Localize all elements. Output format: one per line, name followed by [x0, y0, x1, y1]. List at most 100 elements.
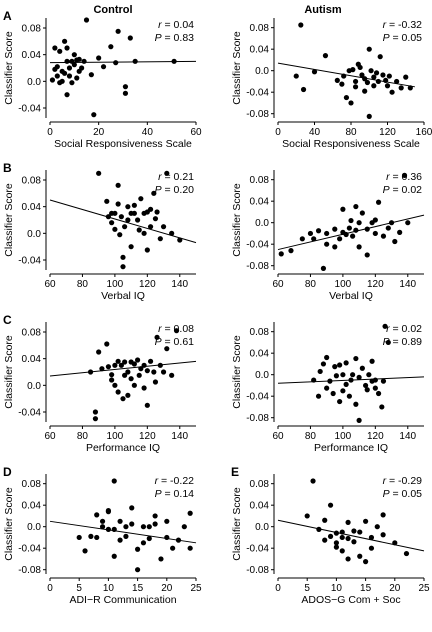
data-point — [181, 524, 187, 530]
x-tick-label: 0 — [275, 583, 281, 594]
data-point — [324, 241, 330, 247]
scatter-panel-4: -0.04 0.0 0.04 0.08 60 80 100 120 140 Performance… — [3, 313, 197, 454]
data-point — [49, 77, 56, 83]
data-point — [386, 73, 392, 79]
x-tick-label: 140 — [171, 279, 188, 290]
data-point — [364, 252, 370, 258]
y-tick-label: -0.08 — [246, 413, 269, 424]
y-tick-label: -0.04 — [18, 408, 41, 419]
data-point — [366, 113, 372, 119]
data-point — [315, 393, 322, 399]
data-point — [403, 550, 410, 557]
x-tick-label: 80 — [305, 279, 317, 290]
x-tick-label: 20 — [161, 583, 173, 594]
data-point — [322, 517, 328, 523]
data-point — [140, 540, 147, 546]
data-point — [380, 378, 387, 384]
data-point — [398, 85, 404, 91]
data-point — [157, 236, 163, 242]
data-point — [151, 190, 157, 196]
data-point — [105, 214, 111, 220]
x-tick-label: 0 — [47, 583, 53, 594]
data-point — [122, 372, 128, 378]
y-tick-label: -0.04 — [246, 544, 269, 555]
scatter-panel-3: -0.08 -0.04 0.0 0.04 0.08 60 80 100 120 140 Verbal… — [231, 170, 425, 302]
x-axis-label: ADOS−G Com + Soc — [301, 594, 400, 606]
data-point — [82, 548, 88, 554]
data-point — [128, 376, 134, 382]
data-point — [343, 360, 349, 366]
data-point — [125, 217, 131, 223]
data-point — [138, 196, 144, 202]
y-tick-label: 0.08 — [250, 175, 270, 186]
data-point — [66, 73, 73, 79]
data-point — [322, 53, 329, 59]
data-point — [125, 392, 131, 398]
data-point — [92, 409, 99, 415]
x-tick-label: 120 — [139, 279, 156, 290]
data-point — [332, 226, 338, 232]
y-tick-label: 0.04 — [22, 354, 42, 365]
data-point — [164, 518, 170, 524]
x-axis-label: ADI−R Communication — [69, 594, 176, 606]
data-point — [380, 512, 386, 518]
data-point — [332, 364, 338, 370]
data-point — [135, 357, 141, 363]
data-point — [340, 388, 346, 394]
data-point — [380, 233, 387, 239]
data-point — [311, 236, 317, 242]
data-point — [327, 533, 334, 539]
data-point — [169, 230, 175, 236]
data-point — [334, 77, 340, 83]
data-point — [164, 534, 170, 541]
data-point — [152, 521, 158, 527]
x-tick-label: 25 — [190, 583, 202, 594]
data-point — [94, 534, 100, 541]
x-tick-label: 80 — [305, 431, 317, 442]
x-tick-label: 80 — [77, 279, 89, 290]
data-point — [94, 512, 100, 518]
data-point — [356, 220, 362, 226]
data-point — [307, 230, 314, 237]
regression-line — [49, 199, 197, 244]
y-tick-label: 0.04 — [250, 349, 270, 360]
y-tick-label: -0.04 — [246, 88, 269, 99]
data-point — [96, 55, 102, 61]
data-point — [353, 227, 359, 233]
x-tick-label: 20 — [93, 127, 105, 138]
y-axis-label: Classifier Score — [3, 183, 15, 257]
data-point — [363, 559, 369, 565]
data-point — [368, 534, 375, 541]
data-point — [372, 377, 378, 383]
data-point — [350, 372, 356, 378]
column-title-control: Control — [93, 4, 132, 16]
panel-letter: C — [3, 313, 12, 327]
data-point — [380, 72, 386, 78]
data-point — [151, 369, 157, 375]
data-point — [141, 362, 147, 368]
data-point — [136, 227, 142, 233]
data-point — [111, 553, 117, 559]
data-point — [120, 264, 126, 270]
data-point — [88, 533, 94, 539]
data-point — [353, 203, 359, 210]
x-tick-label: 120 — [367, 279, 384, 290]
data-point — [122, 359, 128, 365]
x-tick-label: 0 — [275, 127, 281, 138]
x-tick-label: 40 — [142, 127, 154, 138]
data-point — [385, 339, 391, 346]
data-point — [62, 38, 68, 44]
x-axis-label: Performance IQ — [86, 442, 160, 454]
data-point — [147, 224, 154, 230]
y-tick-label: 0.0 — [27, 229, 41, 240]
data-point — [131, 382, 137, 388]
data-point — [384, 83, 391, 89]
x-tick-label: 40 — [309, 127, 321, 138]
data-point — [117, 537, 123, 543]
data-point — [316, 526, 322, 532]
data-point — [350, 67, 356, 73]
data-point — [320, 361, 327, 367]
data-point — [117, 232, 123, 238]
